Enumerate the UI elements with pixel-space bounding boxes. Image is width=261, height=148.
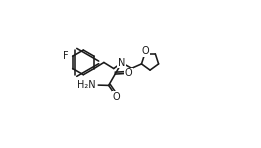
Text: O: O (124, 69, 132, 78)
Text: O: O (112, 92, 120, 102)
Text: O: O (142, 46, 149, 56)
Text: N: N (118, 58, 126, 68)
Text: F: F (63, 51, 69, 61)
Text: H₂N: H₂N (77, 80, 96, 90)
